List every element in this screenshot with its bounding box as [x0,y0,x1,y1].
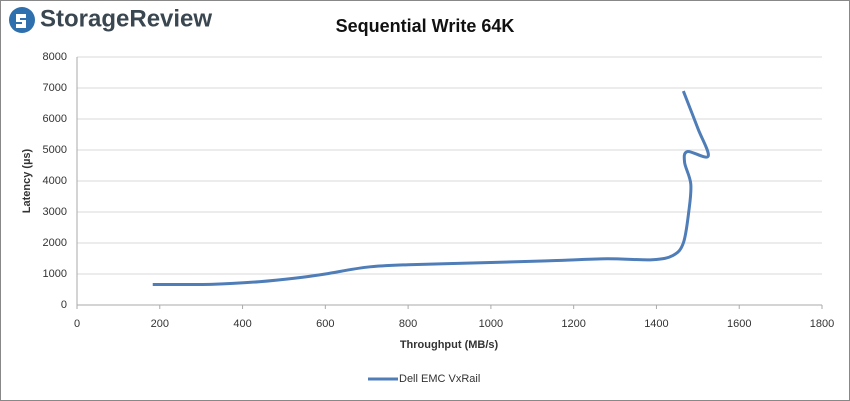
chart-title: Sequential Write 64K [336,16,515,36]
x-tick-label: 600 [316,318,334,330]
y-tick-label: 6000 [43,113,67,125]
y-tick-label: 8000 [43,51,67,63]
x-tick-label: 200 [151,318,169,330]
x-tick-label: 400 [233,318,251,330]
y-tick-label: 4000 [43,175,67,187]
x-tick-label: 800 [399,318,417,330]
logo-icon [9,7,35,33]
series-line [152,90,710,287]
y-tick-label: 1000 [43,268,67,280]
y-tick-label: 2000 [43,237,67,249]
x-tick-label: 1600 [727,318,751,330]
logo: StorageReview [40,5,212,32]
legend-label: Dell EMC VxRail [399,373,480,385]
y-tick-label: 3000 [43,206,67,218]
y-tick-label: 5000 [43,144,67,156]
x-tick-label: 1400 [644,318,668,330]
x-axis-label: Throughput (MB/s) [400,339,499,351]
x-tick-label: 1800 [810,318,834,330]
x-tick-label: 1000 [479,318,503,330]
x-tick-label: 1200 [561,318,585,330]
y-tick-label: 7000 [43,82,67,94]
y-tick-label: 0 [61,299,67,311]
y-axis-label: Latency (µs) [21,148,33,213]
x-tick-label: 0 [74,318,80,330]
